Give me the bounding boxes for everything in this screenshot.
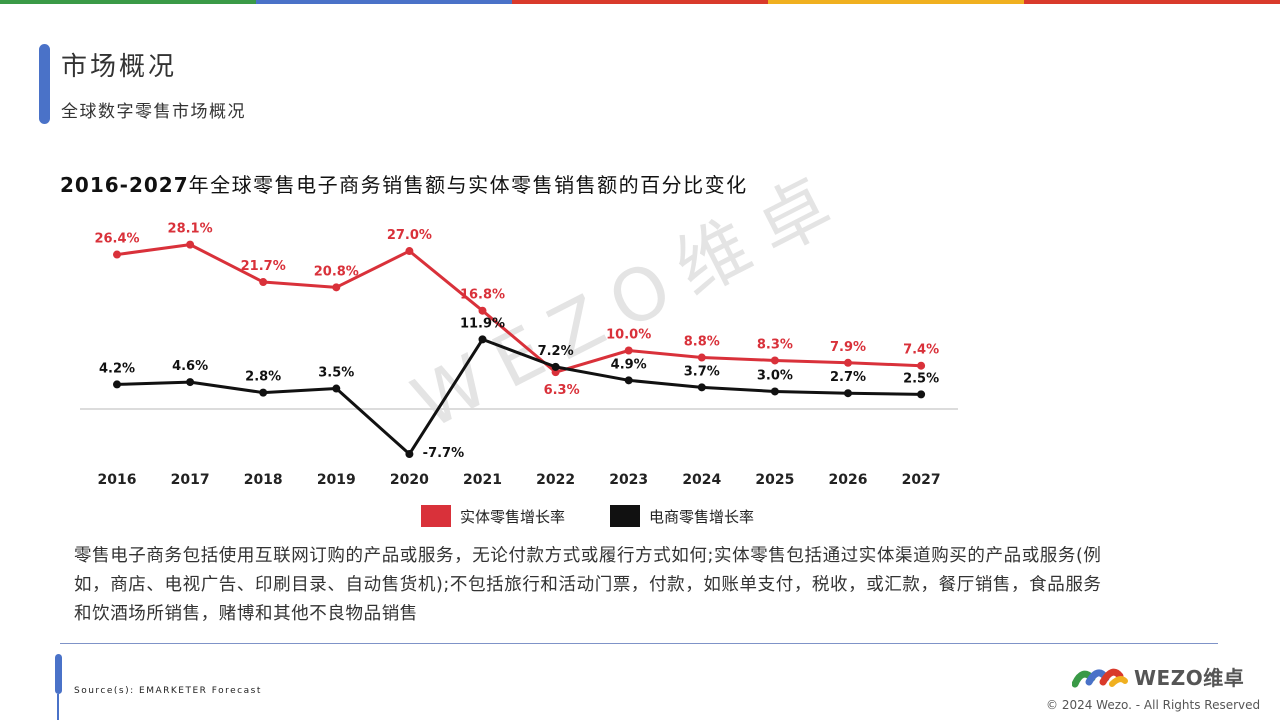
x-tick-label-2027: 2027: [902, 472, 941, 488]
data-label-physical-2016: 26.4%: [94, 232, 139, 247]
data-label-physical-2023: 10.0%: [606, 328, 651, 343]
data-point-physical-2017: [186, 240, 195, 249]
copyright-text: © 2024 Wezo. - All Rights Reserved: [1046, 698, 1261, 712]
data-point-physical-2018: [259, 278, 268, 287]
data-point-physical-2027: [917, 361, 926, 370]
x-tick-label-2019: 2019: [317, 472, 356, 488]
logo-text: WEZO维卓: [1134, 666, 1245, 690]
data-label-ecommerce-2021: 11.9%: [460, 316, 505, 331]
x-tick-label-2024: 2024: [682, 472, 721, 488]
series-line-ecommerce: [116, 337, 922, 456]
legend-swatch-red: [421, 505, 451, 527]
data-point-ecommerce-2018: [259, 388, 268, 397]
stripe-yellow: [768, 0, 1024, 4]
legend-label-physical: 实体零售增长率: [460, 507, 566, 526]
legend-item-physical: 实体零售增长率: [421, 505, 565, 527]
data-label-ecommerce-2026: 2.7%: [830, 370, 866, 385]
data-label-ecommerce-2027: 2.5%: [903, 371, 939, 386]
data-label-ecommerce-2025: 3.0%: [757, 368, 793, 383]
x-axis: 2016 2017 2018 2019 2020 2021 2022 2023 2024 2025…: [98, 472, 941, 488]
data-point-physical-2024: [697, 353, 706, 362]
data-label-physical-2017: 28.1%: [168, 222, 213, 237]
stripe-red-2: [1024, 0, 1280, 4]
data-point-ecommerce-2016: [113, 380, 121, 389]
x-tick-label-2025: 2025: [755, 472, 794, 488]
data-label-physical-2018: 21.7%: [241, 259, 286, 274]
x-tick-label-2016: 2016: [98, 472, 137, 488]
title-accent-bar: [39, 44, 50, 124]
stripe-blue: [256, 0, 512, 4]
x-tick-label-2026: 2026: [829, 472, 868, 488]
chart-title-text: 年全球零售电子商务销售额与实体零售销售额的百分比变化: [188, 173, 748, 197]
data-label-physical-2025: 8.3%: [757, 337, 793, 352]
stripe-red: [512, 0, 768, 4]
x-tick-label-2023: 2023: [609, 472, 648, 488]
data-point-ecommerce-2027: [917, 390, 926, 399]
source-accent-line: [57, 694, 59, 720]
x-tick-label-2021: 2021: [463, 472, 502, 488]
data-point-physical-2023: [624, 346, 633, 355]
source-text: Source(s): EMARKETER Forecast: [74, 686, 262, 696]
data-point-ecommerce-2024: [697, 383, 706, 392]
legend-item-ecommerce: 电商零售增长率: [610, 505, 754, 527]
data-point-ecommerce-2019: [332, 384, 341, 393]
page-subtitle: 全球数字零售市场概况: [61, 102, 246, 122]
data-point-ecommerce-2023: [624, 376, 633, 385]
data-point-physical-2019: [332, 283, 341, 292]
data-point-physical-2020: [405, 247, 414, 256]
data-point-ecommerce-2020: [405, 450, 414, 459]
chart-title-years: 2016-2027: [60, 173, 189, 197]
wezo-logo-icon: [1072, 668, 1128, 687]
data-label-ecommerce-2020: -7.7%: [423, 446, 464, 461]
data-label-physical-2022: 6.3%: [544, 383, 580, 398]
data-label-ecommerce-2019: 3.5%: [318, 366, 354, 381]
data-label-physical-2027: 7.4%: [903, 343, 939, 358]
x-tick-label-2020: 2020: [390, 472, 429, 488]
data-label-ecommerce-2016: 4.2%: [99, 361, 135, 376]
data-point-ecommerce-2026: [844, 389, 852, 398]
top-color-stripe: [0, 0, 1280, 4]
footer-divider: [60, 643, 1218, 644]
series-ecommerce: 4.2% 4.6% 2.8% 3.5% -7.7% 11.9% 7.2% 4.9% 3.7% 3.…: [99, 316, 939, 461]
wezo-logo: WEZO维卓: [1072, 662, 1244, 691]
data-label-physical-2020: 27.0%: [387, 228, 432, 243]
data-label-ecommerce-2018: 2.8%: [245, 370, 281, 385]
page-title: 市场概况: [61, 52, 178, 82]
data-label-physical-2026: 7.9%: [830, 340, 866, 355]
data-label-ecommerce-2023: 4.9%: [611, 357, 647, 372]
data-label-physical-2021: 16.8%: [460, 288, 505, 303]
series-physical: 26.4% 28.1% 21.7% 20.8% 27.0% 16.8% 6.3% 10.0% 8…: [94, 222, 939, 399]
data-point-physical-2016: [113, 250, 121, 259]
data-point-physical-2026: [844, 358, 852, 367]
data-label-ecommerce-2017: 4.6%: [172, 359, 208, 374]
chart-title: 2016-2027年全球零售电子商务销售额与实体零售销售额的百分比变化: [60, 169, 748, 198]
series-layer: 26.4% 28.1% 21.7% 20.8% 27.0% 16.8% 6.3% 10.0% 8…: [94, 222, 939, 461]
data-label-physical-2019: 20.8%: [314, 264, 359, 279]
data-label-ecommerce-2022: 7.2%: [538, 344, 574, 359]
legend-swatch-black: [610, 505, 640, 527]
data-point-ecommerce-2025: [770, 387, 779, 396]
x-tick-label-2022: 2022: [536, 472, 575, 488]
data-point-ecommerce-2017: [186, 378, 195, 387]
data-label-physical-2024: 8.8%: [684, 335, 720, 350]
data-point-physical-2021: [478, 306, 487, 315]
series-line-physical: [116, 243, 922, 374]
x-tick-label-2017: 2017: [171, 472, 210, 488]
data-point-ecommerce-2021: [478, 335, 487, 344]
data-point-physical-2025: [770, 356, 779, 365]
description-text: 零售电子商务包括使用互联网订购的产品或服务，无论付款方式或履行方式如何;实体零售…: [74, 546, 1102, 624]
source-accent-bar: [55, 654, 62, 694]
data-label-ecommerce-2024: 3.7%: [684, 364, 720, 379]
x-tick-label-2018: 2018: [244, 472, 283, 488]
data-point-ecommerce-2022: [551, 362, 560, 371]
legend-label-ecommerce: 电商零售增长率: [649, 507, 755, 526]
stripe-green: [0, 0, 256, 4]
